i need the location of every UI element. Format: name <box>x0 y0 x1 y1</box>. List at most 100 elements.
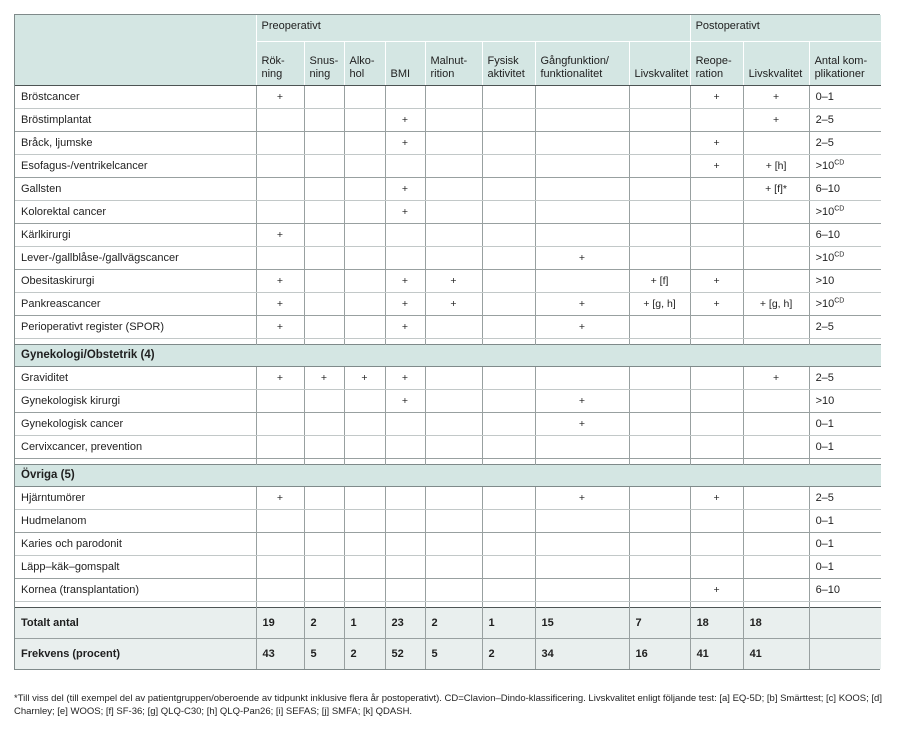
mark-cell: + [g, h] <box>629 292 691 316</box>
complications-cell: >10CD <box>809 154 882 178</box>
mark-cell <box>344 509 386 533</box>
spacer-cell <box>690 458 744 464</box>
mark-cell <box>385 85 426 109</box>
spacer-cell <box>344 601 386 607</box>
mark-cell: + <box>535 486 630 510</box>
mark-cell <box>743 578 810 602</box>
spacer-cell <box>304 601 345 607</box>
mark-cell <box>482 85 536 109</box>
mark-cell <box>482 366 536 390</box>
mark-cell <box>385 486 426 510</box>
spacer-cell <box>344 458 386 464</box>
mark-cell <box>690 200 744 224</box>
mark-cell <box>344 412 386 436</box>
mark-cell <box>743 412 810 436</box>
column-header-5: Fysisk aktivitet <box>482 41 536 86</box>
mark-cell <box>690 509 744 533</box>
mark-cell: + <box>690 578 744 602</box>
corner-cell <box>15 15 257 86</box>
mark-cell <box>629 509 691 533</box>
totals-value: 16 <box>629 638 691 669</box>
totals-value <box>809 606 882 639</box>
mark-cell: + <box>690 269 744 293</box>
mark-cell <box>690 435 744 459</box>
totals-row: Totalt antal 19 2 1 23 2 1 15 7 18 18 <box>15 606 882 639</box>
section-header-row: Gynekologi/Obstetrik (4) <box>15 343 882 367</box>
row-label: Obesitaskirurgi <box>15 269 257 293</box>
mark-cell <box>425 578 483 602</box>
complications-cell: >10 <box>809 389 882 413</box>
mark-cell <box>425 509 483 533</box>
totals-value: 2 <box>304 606 345 639</box>
spacer-cell <box>629 458 691 464</box>
totals-label: Frekvens (procent) <box>15 638 257 669</box>
row-label: Gallsten <box>15 177 257 201</box>
spacer-cell <box>425 601 483 607</box>
complications-cell: 6–10 <box>809 223 882 247</box>
complications-cell: 6–10 <box>809 177 882 201</box>
mark-cell: + <box>385 200 426 224</box>
mark-cell <box>344 435 386 459</box>
mark-cell: + <box>304 366 345 390</box>
mark-cell: + <box>344 366 386 390</box>
spacer-cell <box>482 601 536 607</box>
table-body: Bröstcancer + + +0–1 Bröstimplantat + +2–5 Bråc… <box>15 85 882 669</box>
spacer-cell <box>629 338 691 344</box>
spacer-cell <box>425 458 483 464</box>
mark-cell <box>256 578 305 602</box>
mark-cell <box>690 177 744 201</box>
mark-cell <box>304 315 345 339</box>
complications-cell: 2–5 <box>809 486 882 510</box>
mark-cell <box>482 246 536 270</box>
row-label: Kornea (transplantation) <box>15 578 257 602</box>
mark-cell <box>629 131 691 155</box>
mark-cell <box>304 509 345 533</box>
table-row: Kärlkirurgi +6–10 <box>15 223 882 247</box>
mark-cell <box>482 269 536 293</box>
mark-cell: + <box>743 85 810 109</box>
complications-cell: 0–1 <box>809 412 882 436</box>
totals-value: 19 <box>256 606 305 639</box>
spacer-cell <box>690 601 744 607</box>
mark-cell <box>256 532 305 556</box>
mark-cell <box>425 532 483 556</box>
mark-cell <box>482 486 536 510</box>
mark-cell <box>256 389 305 413</box>
mark-cell <box>304 108 345 132</box>
totals-label: Totalt antal <box>15 606 257 639</box>
mark-cell <box>304 292 345 316</box>
mark-cell <box>256 131 305 155</box>
mark-cell <box>535 366 630 390</box>
mark-cell <box>425 223 483 247</box>
complications-cell: 0–1 <box>809 555 882 579</box>
mark-cell <box>385 532 426 556</box>
totals-value: 41 <box>743 638 810 669</box>
mark-cell: + <box>743 366 810 390</box>
mark-cell <box>344 486 386 510</box>
mark-cell <box>482 509 536 533</box>
mark-cell <box>304 246 345 270</box>
mark-cell: + <box>256 269 305 293</box>
data-table: Preoperativt Postoperativt Rök- ning Snus… <box>15 15 882 669</box>
row-label: Lever-/gallblåse-/gallvägscancer <box>15 246 257 270</box>
spacer-cell <box>535 458 630 464</box>
mark-cell <box>629 435 691 459</box>
mark-cell <box>743 246 810 270</box>
mark-cell <box>535 154 630 178</box>
mark-cell <box>304 435 345 459</box>
mark-cell <box>304 131 345 155</box>
spacer-cell <box>344 338 386 344</box>
mark-cell <box>690 223 744 247</box>
table-row: Kornea (transplantation) +6–10 <box>15 578 882 602</box>
table-row: Karies och parodonit 0–1 <box>15 532 882 556</box>
mark-cell <box>690 555 744 579</box>
mark-cell: + <box>690 85 744 109</box>
mark-cell <box>256 555 305 579</box>
superscript: CD <box>834 158 845 166</box>
spacer-cell <box>629 601 691 607</box>
mark-cell <box>344 315 386 339</box>
totals-value: 7 <box>629 606 691 639</box>
mark-cell: + <box>256 223 305 247</box>
totals-value: 1 <box>482 606 536 639</box>
section-spacer <box>15 338 882 344</box>
